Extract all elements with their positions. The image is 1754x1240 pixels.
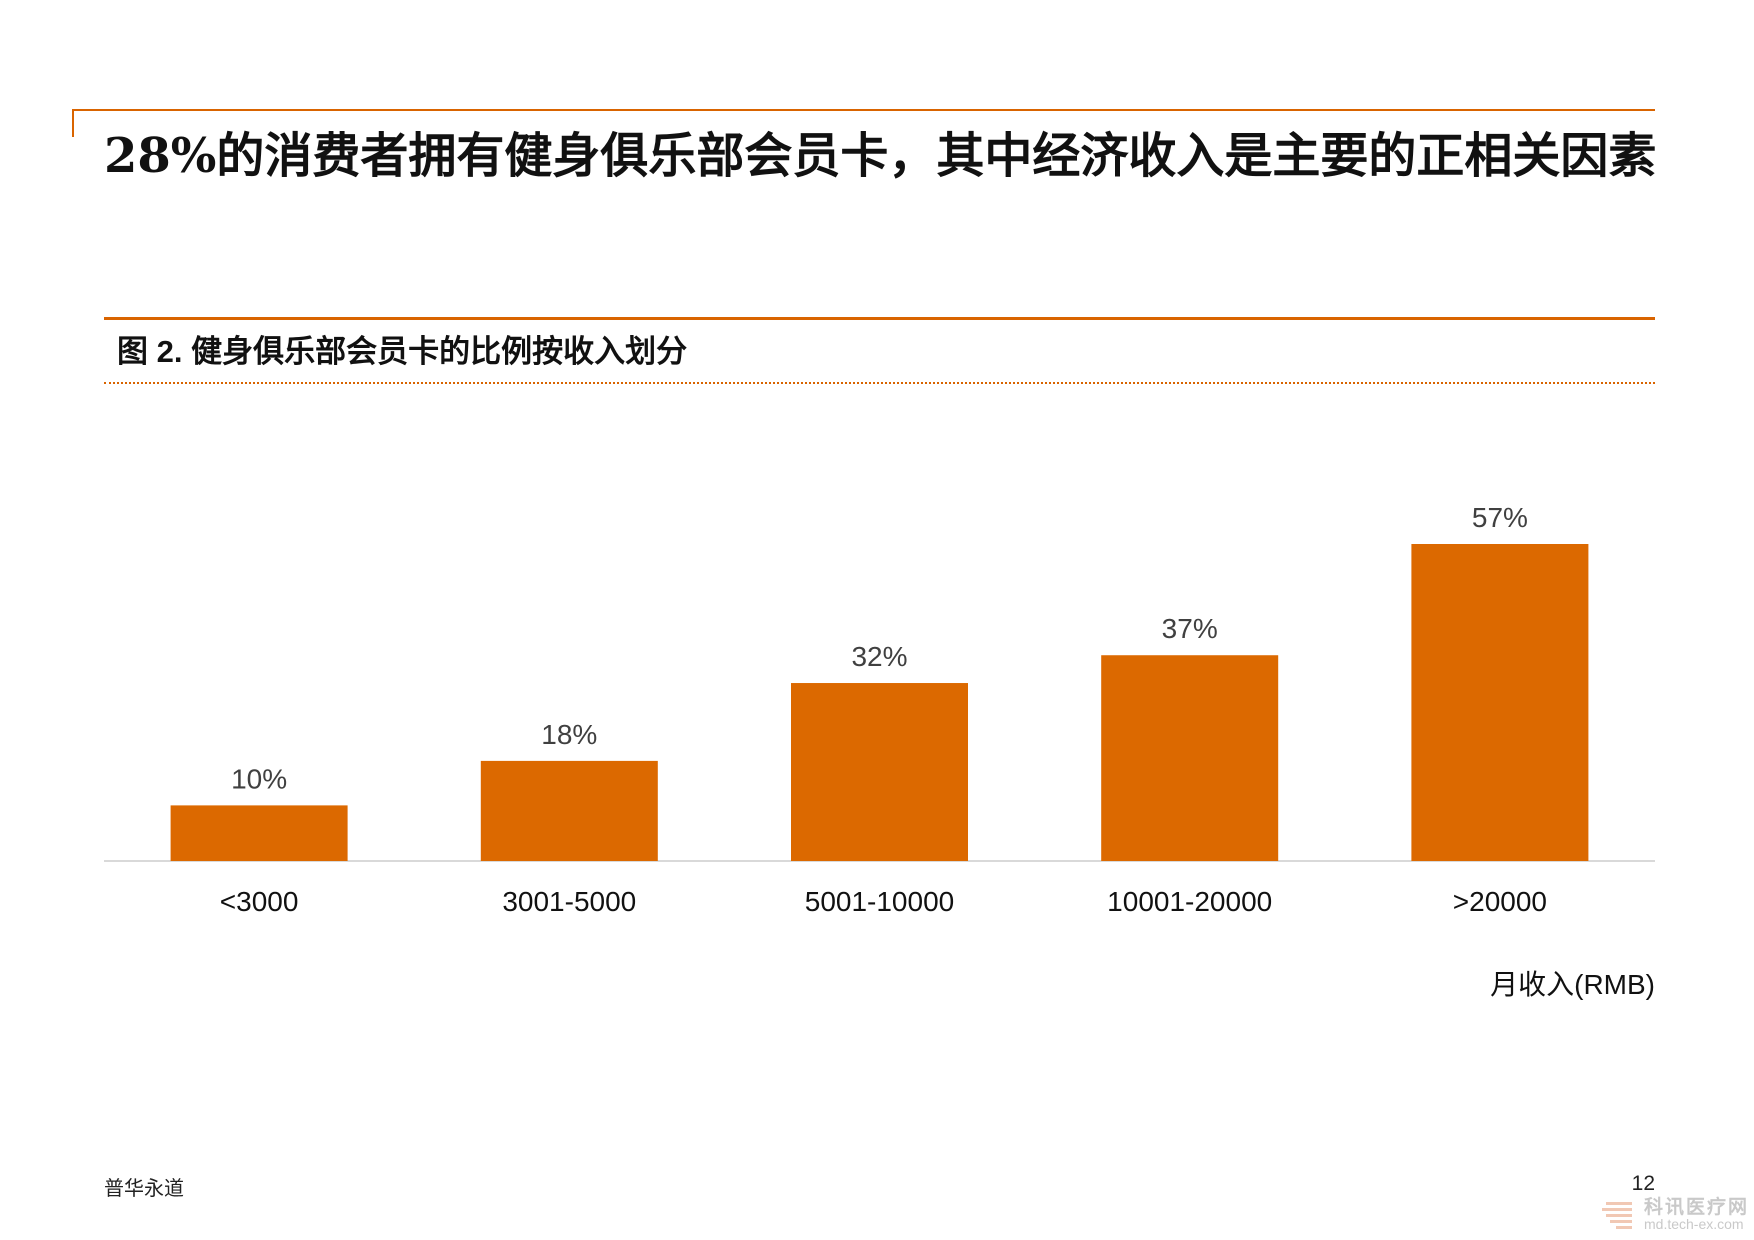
x-tick-label: 5001-10000 [805,886,954,917]
bar [1411,544,1589,861]
figure-dotted-rule [104,382,1655,384]
bar-value-label: 57% [1472,502,1528,533]
bar-value-label: 32% [851,641,907,672]
watermark: 科讯医疗网 md.tech-ex.com [1600,1192,1750,1236]
page-number: 12 [1631,1172,1655,1195]
watermark-logo-icon [1602,1202,1632,1229]
header-frame-top-line [72,109,1655,111]
page-headline: 28%的消费者拥有健身俱乐部会员卡，其中经济收入是主要的正相关因素 [104,128,1657,184]
watermark-text: 科讯医疗网 [1644,1197,1750,1218]
bar-value-label: 10% [231,763,287,794]
footer-company-name: 普华永道 [104,1176,184,1200]
x-tick-label: 3001-5000 [502,886,636,917]
bar [480,760,658,861]
bars-layer: 10% <3000 18% 3001-5000 32% 5001-10000 37% 1000… [170,502,1589,917]
bar [1101,655,1279,861]
bar-value-label: 18% [541,719,597,750]
watermark-url: md.tech-ex.com [1644,1216,1744,1232]
figure-top-rule [104,317,1655,320]
bar-value-label: 37% [1162,613,1218,644]
bar [170,805,348,861]
figure-title: 图 2. 健身俱乐部会员卡的比例按收入划分 [117,334,688,369]
x-axis-title: 月收入(RMB) [1490,969,1655,1000]
bar [791,683,968,861]
x-tick-label: <3000 [220,886,299,917]
x-tick-label: >20000 [1453,886,1547,917]
header-frame-left-tick [72,109,74,137]
x-tick-label: 10001-20000 [1107,886,1272,917]
